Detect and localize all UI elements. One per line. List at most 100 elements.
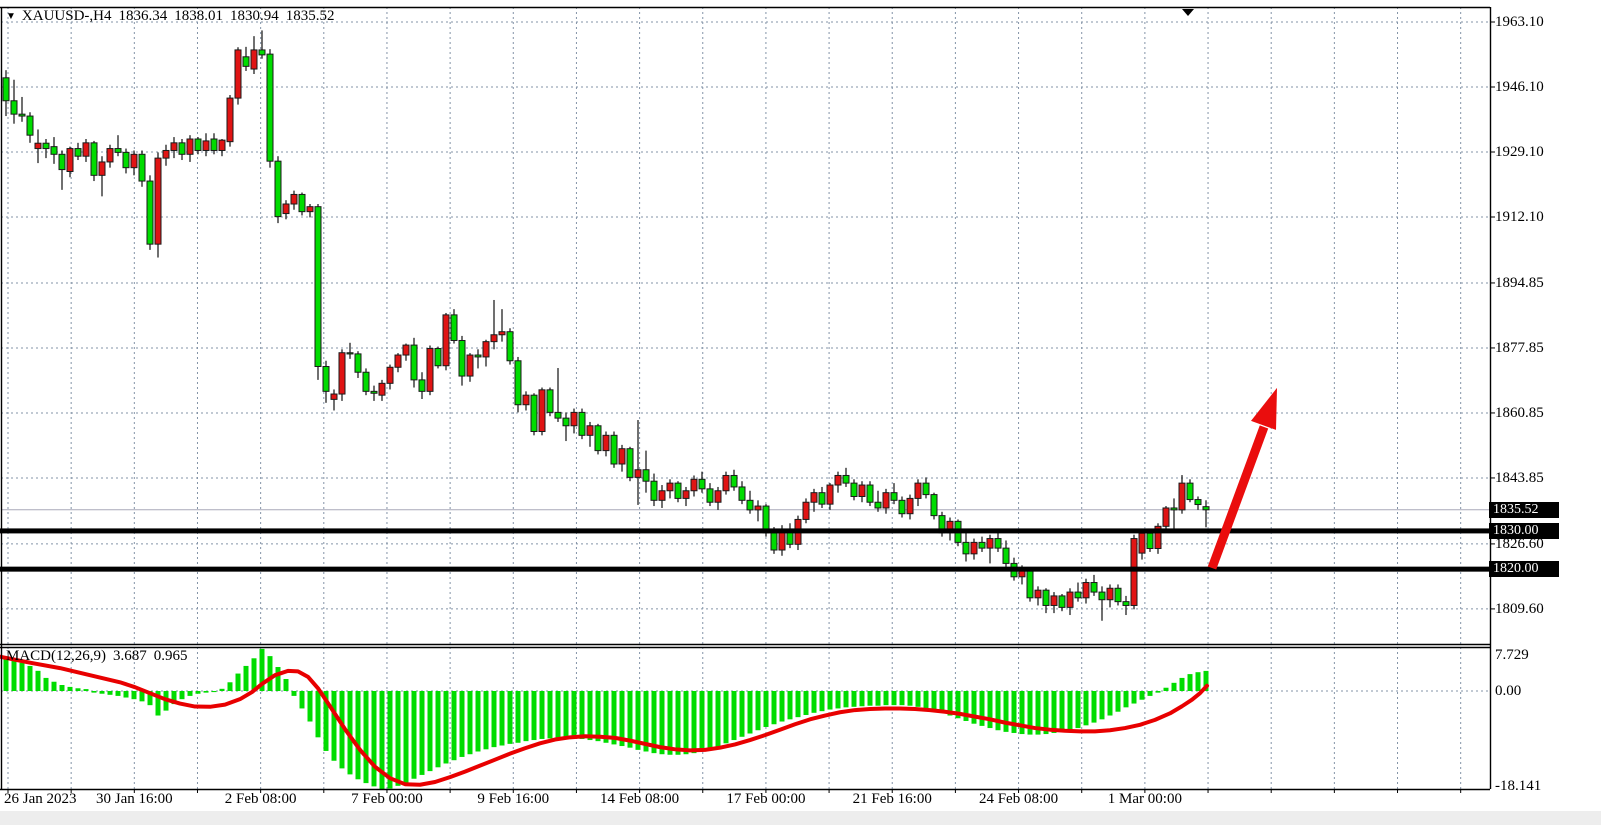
price-axis-label: 1946.10 [1495,78,1544,95]
macd-bar [691,691,697,754]
candle [498,331,506,336]
candle [322,365,330,392]
macd-bar [971,691,977,724]
candle [218,139,226,151]
candle [1162,507,1170,527]
macd-bar [419,691,425,775]
macd-bar [859,691,865,707]
macd-bar [587,691,593,741]
macd-bar [531,691,537,741]
candle [98,161,106,176]
candle [666,482,674,492]
price-axis-label: 1809.60 [1495,600,1544,617]
candle [482,341,490,358]
macd-bar [219,688,225,691]
candle [314,206,322,367]
chart-shift-marker[interactable] [1182,9,1194,16]
open-value: 1836.34 [118,8,168,24]
candle [978,541,986,549]
candle [362,371,370,392]
candle [626,448,634,478]
candle [154,157,162,245]
candle [354,353,362,373]
candle [706,488,714,503]
macd-bar [747,691,753,734]
macd-bar [315,691,321,738]
candle [730,474,738,488]
candle [346,352,354,355]
macd-bar [979,691,985,726]
macd-bar [99,691,105,694]
candle [554,411,562,419]
candle [906,497,914,515]
macd-bar [475,691,481,752]
price-axis-label: 1912.10 [1495,208,1544,225]
horizontal-level-line[interactable] [0,566,1490,572]
macd-histogram [3,648,1209,790]
macd-bar [395,691,401,786]
candle [858,484,866,497]
candle [90,142,98,176]
macd-bar [107,691,113,695]
candle [458,339,466,377]
price-tag-level-line: 1820.00 [1489,561,1559,578]
macd-bar [787,691,793,720]
macd-bar [579,691,585,739]
candle [770,532,778,551]
candle [202,140,210,151]
candle [58,153,66,171]
macd-bar [139,691,145,702]
candle [538,389,546,432]
macd-bar [947,691,953,716]
macd-bar [1075,691,1081,729]
symbol-dropdown-icon[interactable]: ▼ [6,11,16,22]
candle [450,314,458,341]
candle [410,344,418,381]
macd-bar [1043,691,1049,735]
candle [970,541,978,555]
horizontal-level-line[interactable] [0,528,1490,534]
candle [74,148,82,157]
candle [850,482,858,497]
candle [1034,589,1042,599]
time-axis-label: 9 Feb 16:00 [477,791,550,807]
bullish-arrow-annotation[interactable] [1207,387,1277,570]
macd-bar [363,691,369,784]
macd-bar [883,691,889,706]
candle [578,411,586,436]
macd-bar [699,691,705,752]
gridlines [1,7,1490,789]
candle [274,160,282,218]
candle [1178,482,1186,511]
macd-bar [707,691,713,750]
price-tag-level-line: 1830.00 [1489,522,1559,539]
candle [386,366,394,384]
macd-bar [931,691,937,711]
macd-bar [851,691,857,707]
candle [66,148,74,172]
macd-bar [571,691,577,739]
macd-bar [635,691,641,750]
macd-bar [235,673,241,691]
macd-bar [1091,691,1097,723]
macd-bar [619,691,625,747]
candle [266,53,274,162]
time-axis-label: 2 Feb 08:00 [224,791,297,807]
macd-bar [683,691,689,755]
candle [298,193,306,213]
macd-bar [1179,677,1185,691]
candle [722,474,730,492]
candle [922,482,930,496]
macd-bar [11,660,17,691]
candle [1122,601,1130,606]
candle [194,138,202,151]
candle [546,389,554,413]
time-axis-label: 1 Mar 00:00 [1107,791,1182,807]
candle [226,97,234,143]
candle [1066,591,1074,608]
candle [1050,595,1058,606]
candle [1130,538,1138,606]
time-axis-label: 24 Feb 08:00 [978,791,1059,807]
candle [338,352,346,395]
